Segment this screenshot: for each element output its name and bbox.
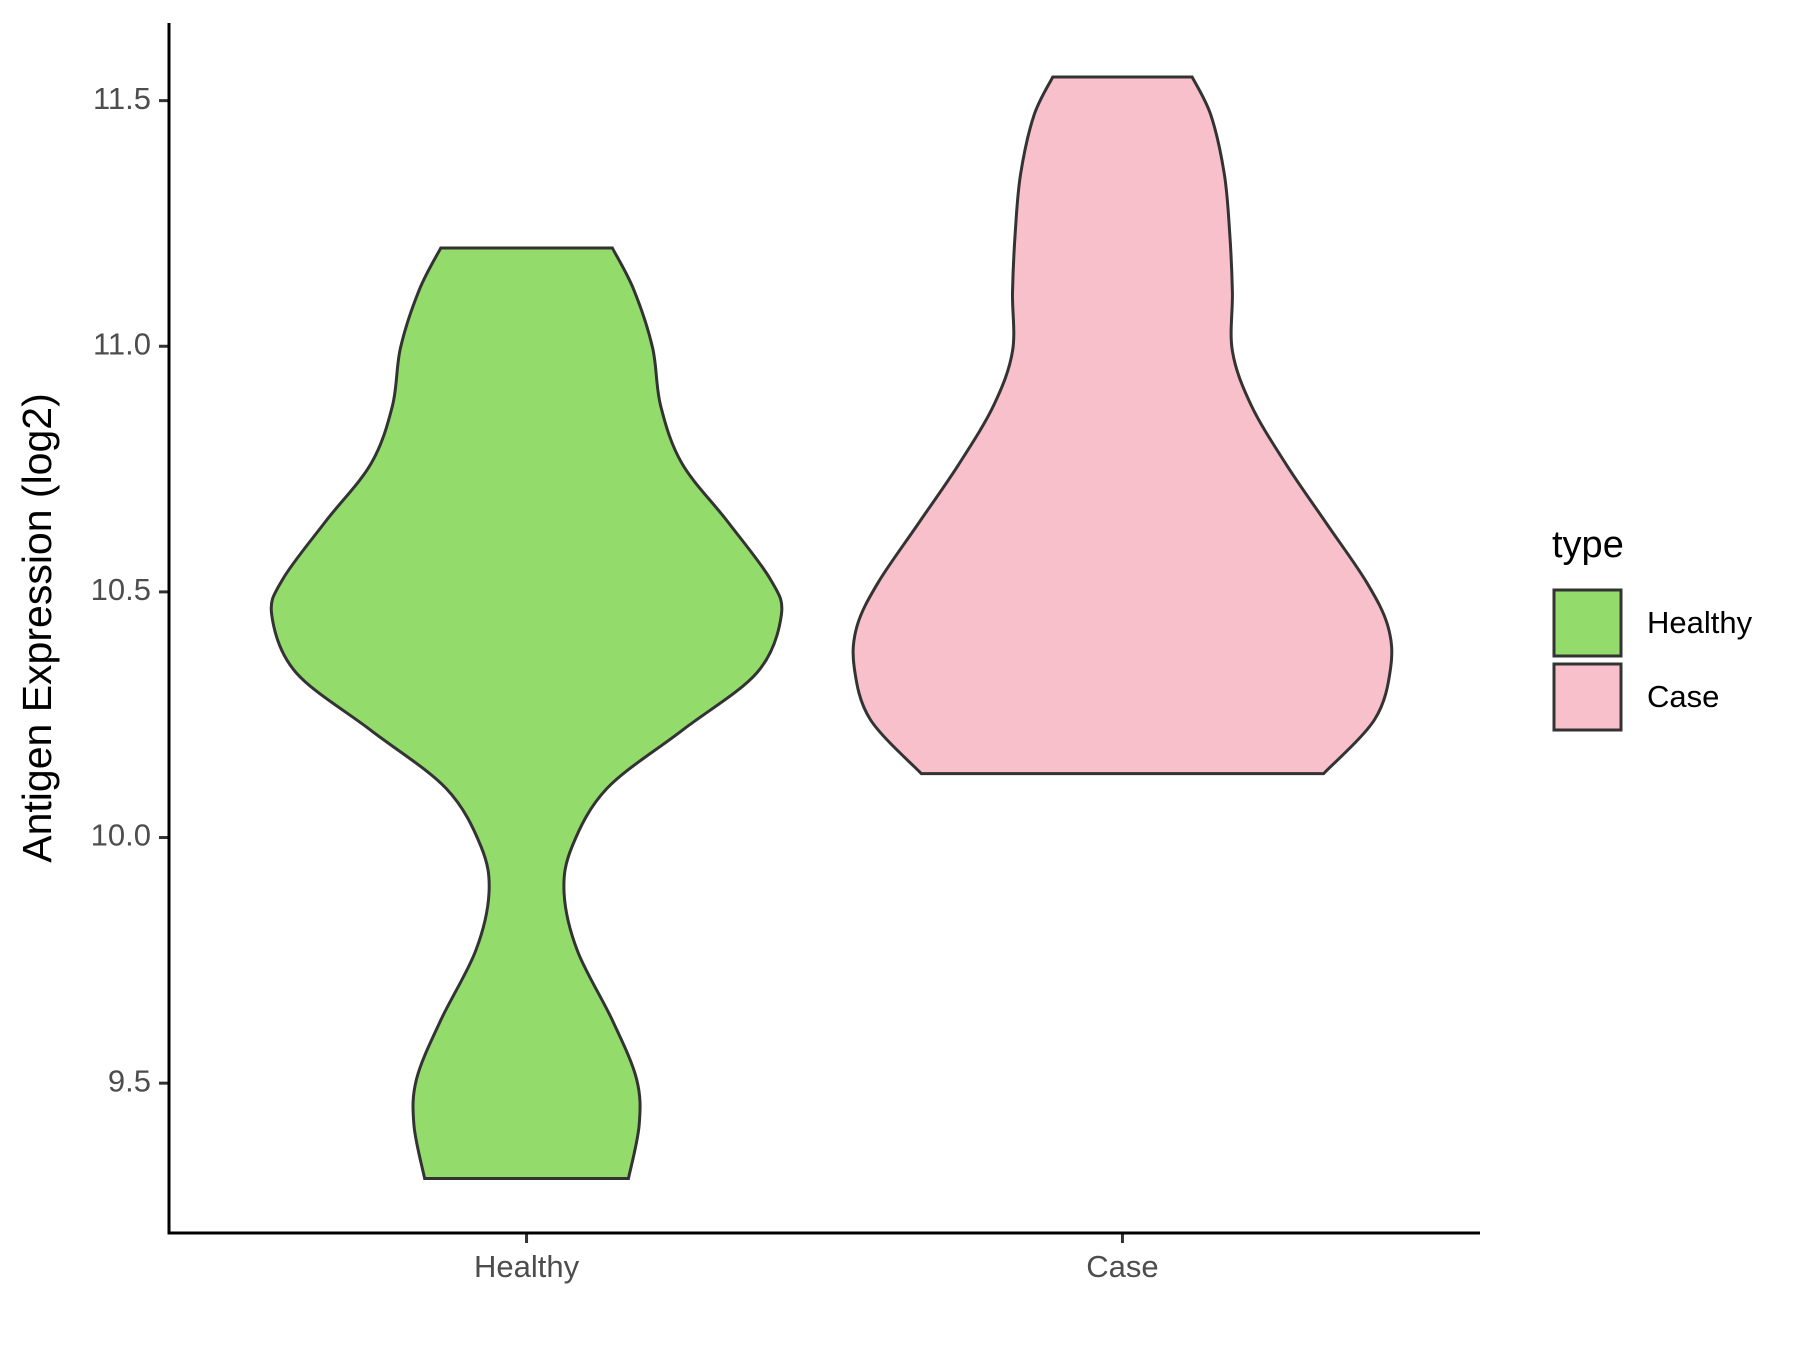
legend-key: [1552, 662, 1623, 732]
violin: [269, 246, 784, 1180]
legend-title: type: [1552, 524, 1624, 566]
x-tick-label: Healthy: [474, 1249, 580, 1284]
legend-key: [1552, 588, 1623, 658]
y-tick-label: 10.0: [91, 818, 151, 853]
y-tick-label: 11.5: [93, 81, 151, 116]
legend-label: Healthy: [1647, 605, 1753, 640]
y-tick-label: 11.0: [93, 326, 151, 361]
y-axis-title: Antigen Expression (log2): [14, 393, 60, 862]
legend-label: Case: [1647, 679, 1719, 714]
x-tick-label: Case: [1086, 1249, 1158, 1284]
y-tick-label: 9.5: [108, 1063, 151, 1098]
violin: [851, 75, 1394, 776]
y-tick-label: 10.5: [91, 572, 151, 607]
